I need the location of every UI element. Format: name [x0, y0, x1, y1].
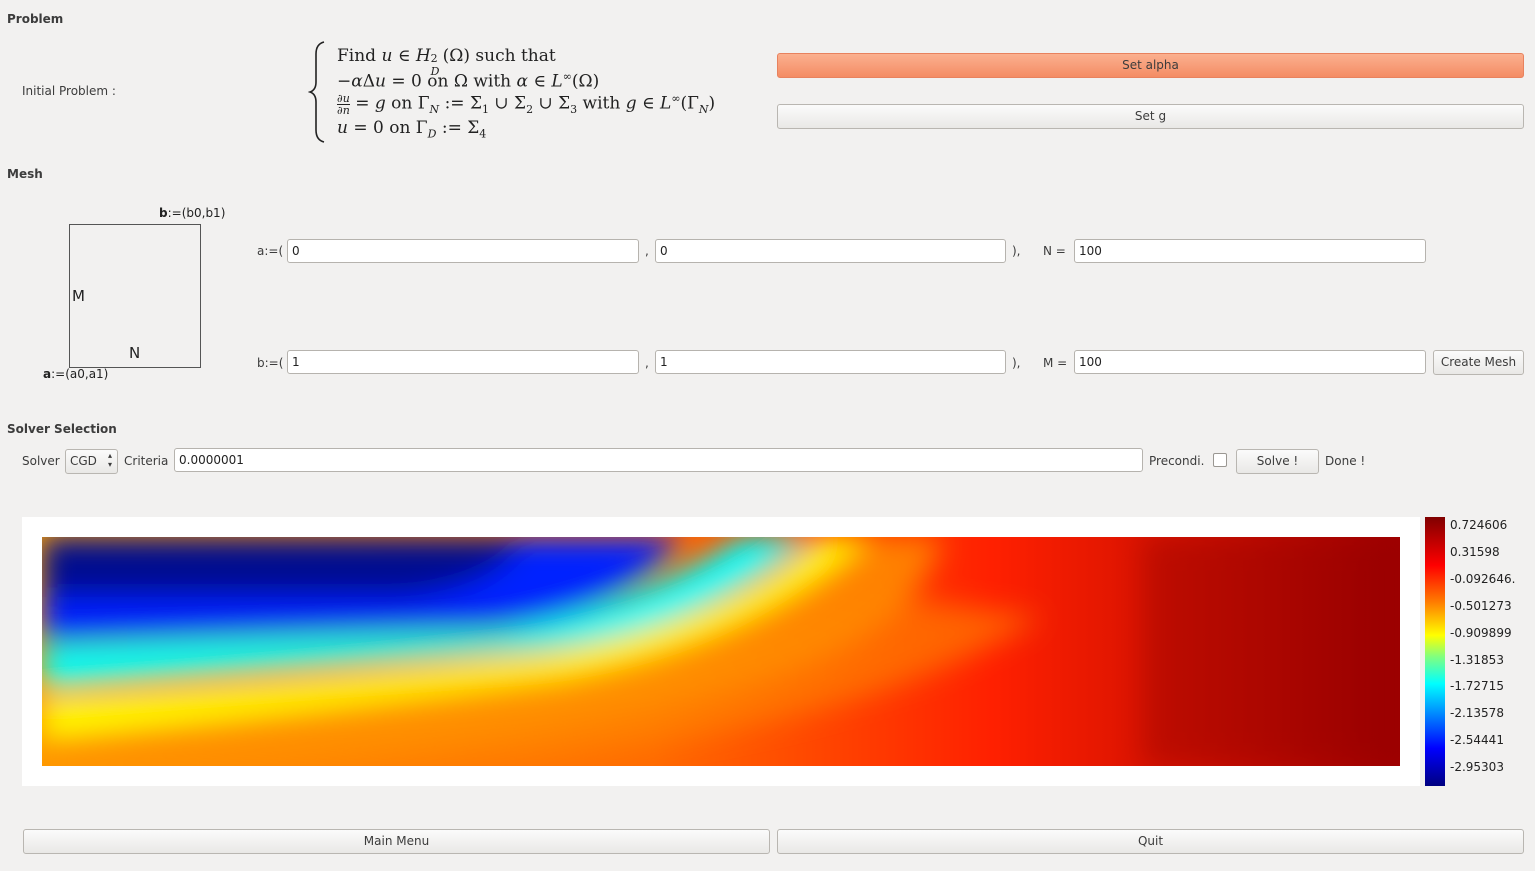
colorbar-tick: -2.13578 [1450, 706, 1504, 720]
n-label: N = [1043, 244, 1066, 258]
m-input[interactable] [1074, 350, 1426, 374]
mesh-section-title: Mesh [7, 167, 43, 181]
solution-heatmap [42, 537, 1400, 766]
b-prefix-label: b:=( [257, 356, 284, 370]
colorbar-tick: -1.72715 [1450, 679, 1504, 693]
colorbar-tick: -0.501273 [1450, 599, 1512, 613]
n-input[interactable] [1074, 239, 1426, 263]
m-label: M = [1043, 356, 1068, 370]
quit-button[interactable]: Quit [777, 829, 1524, 854]
colorbar-tick: -2.54441 [1450, 733, 1504, 747]
solver-label: Solver [22, 454, 60, 468]
criteria-label: Criteria [124, 454, 169, 468]
equation-line-3: ∂u ∂n = g on ΓN := Σ1 ∪ Σ2 ∪ Σ3 with g ∈ … [337, 91, 716, 117]
problem-section-title: Problem [7, 12, 64, 26]
a0-input[interactable] [287, 239, 639, 263]
set-alpha-button[interactable]: Set alpha [777, 53, 1524, 78]
mesh-rectangle [69, 224, 201, 368]
colorbar-tick: 0.724606 [1450, 518, 1508, 532]
colorbar-tick: 0.31598 [1450, 545, 1500, 559]
equation-line-4: u = 0 on ΓD := Σ4 [337, 118, 487, 141]
main-menu-button[interactable]: Main Menu [23, 829, 770, 854]
a-close-label: ), [1012, 244, 1021, 258]
plot-canvas [22, 517, 1420, 786]
b1-input[interactable] [655, 350, 1006, 374]
create-mesh-button[interactable]: Create Mesh [1433, 350, 1524, 375]
initial-problem-label: Initial Problem : [22, 84, 116, 98]
solver-section-title: Solver Selection [7, 422, 117, 436]
a-prefix-label: a:=( [257, 244, 284, 258]
precond-label: Precondi. [1149, 454, 1205, 468]
colorbar [1425, 517, 1445, 786]
a-point-label: a:=(a0,a1) [43, 367, 109, 381]
b-point-label: b:=(b0,b1) [159, 206, 226, 220]
precond-checkbox[interactable] [1213, 453, 1227, 467]
solver-select[interactable]: CGD ▴ ▾ [65, 449, 118, 474]
n-side-label: N [129, 344, 141, 362]
colorbar-tick: -1.31853 [1450, 653, 1504, 667]
b0-input[interactable] [287, 350, 639, 374]
spinner-arrows-icon: ▴ ▾ [107, 451, 112, 469]
solve-button[interactable]: Solve ! [1236, 449, 1319, 474]
solver-select-value: CGD [70, 454, 97, 468]
a1-input[interactable] [655, 239, 1006, 263]
b-close-label: ), [1012, 356, 1021, 370]
colorbar-tick: -2.95303 [1450, 760, 1504, 774]
criteria-input[interactable] [174, 448, 1143, 472]
colorbar-tick: -0.909899 [1450, 626, 1512, 640]
equation-line-1: Find u ∈ H 2 D (Ω) such that [337, 46, 556, 78]
brace-icon [307, 40, 330, 147]
a-comma-label: , [645, 244, 649, 258]
m-side-label: M [72, 287, 85, 305]
equation-line-2: −αΔu = 0 on Ω with α ∈ L∞(Ω) [337, 70, 600, 92]
solver-status: Done ! [1325, 454, 1366, 468]
set-g-button[interactable]: Set g [777, 104, 1524, 129]
b-comma-label: , [645, 356, 649, 370]
colorbar-tick: -0.092646. [1450, 572, 1516, 586]
